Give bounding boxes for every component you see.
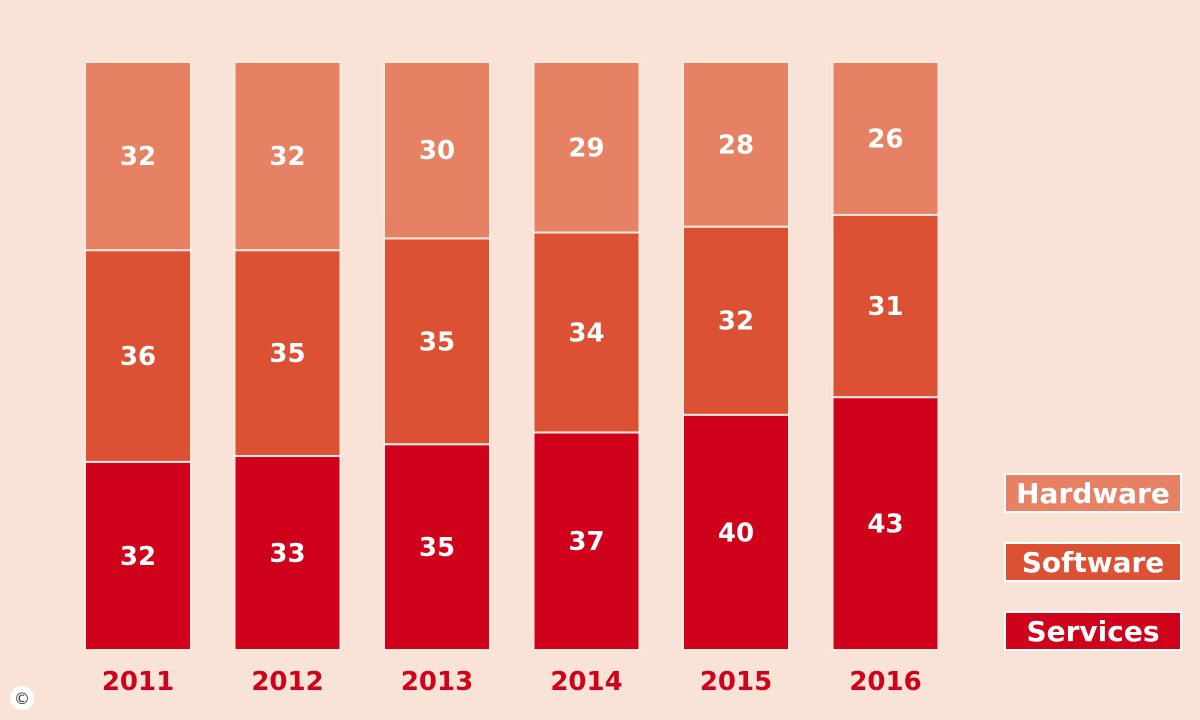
data-label-software-2014: 34 <box>568 318 604 348</box>
data-label-hardware-2012: 32 <box>269 142 305 172</box>
legend-swatch-software <box>1004 542 1182 582</box>
data-label-services-2016: 43 <box>867 510 903 540</box>
data-label-services-2013: 35 <box>419 533 455 563</box>
bar-segment-software-2016 <box>831 213 940 399</box>
bar-segment-software-2012 <box>233 249 342 457</box>
bar-segment-services-2011 <box>84 460 192 651</box>
bar-segment-software-2011 <box>84 249 192 463</box>
x-tick-label-2011: 2011 <box>102 667 174 697</box>
data-label-software-2012: 35 <box>269 339 305 369</box>
x-tick-label-2016: 2016 <box>849 667 921 697</box>
data-label-hardware-2013: 30 <box>419 136 455 166</box>
bar-segment-hardware-2012 <box>233 61 342 252</box>
data-label-hardware-2015: 28 <box>718 130 754 160</box>
bar-segment-services-2014 <box>532 431 641 651</box>
data-label-software-2013: 35 <box>419 327 455 357</box>
data-label-services-2011: 32 <box>120 542 156 572</box>
data-label-hardware-2016: 26 <box>867 124 903 154</box>
bar-segment-services-2012 <box>233 454 342 651</box>
bar-segment-services-2013 <box>383 443 491 652</box>
legend-swatch-services <box>1004 611 1182 651</box>
copyright-icon: © <box>10 686 34 710</box>
x-tick-label-2012: 2012 <box>251 667 323 697</box>
bar-segment-hardware-2011 <box>84 61 192 252</box>
bar-segment-hardware-2014 <box>532 61 641 234</box>
data-label-hardware-2014: 29 <box>568 133 604 163</box>
legend-swatch-hardware <box>1004 473 1182 513</box>
bar-segment-hardware-2016 <box>831 61 940 216</box>
bar-segment-services-2015 <box>682 413 790 651</box>
data-label-services-2014: 37 <box>568 527 604 557</box>
data-label-software-2016: 31 <box>867 292 903 322</box>
data-label-software-2011: 36 <box>120 342 156 372</box>
x-tick-label-2013: 2013 <box>401 667 473 697</box>
bar-segment-hardware-2015 <box>682 61 790 228</box>
data-label-services-2012: 33 <box>269 539 305 569</box>
legend-label-software: Software <box>1022 546 1165 579</box>
bar-segment-services-2016 <box>831 396 940 651</box>
x-tick-label-2015: 2015 <box>700 667 772 697</box>
data-label-services-2015: 40 <box>718 518 754 548</box>
legend-label-hardware: Hardware <box>1016 477 1170 510</box>
bar-segment-software-2013 <box>383 237 491 446</box>
bar-segment-software-2014 <box>532 231 641 434</box>
bar-segment-hardware-2013 <box>383 61 491 240</box>
data-label-software-2015: 32 <box>718 307 754 337</box>
x-tick-label-2014: 2014 <box>550 667 622 697</box>
legend-label-services: Services <box>1026 615 1159 648</box>
data-label-hardware-2011: 32 <box>120 142 156 172</box>
